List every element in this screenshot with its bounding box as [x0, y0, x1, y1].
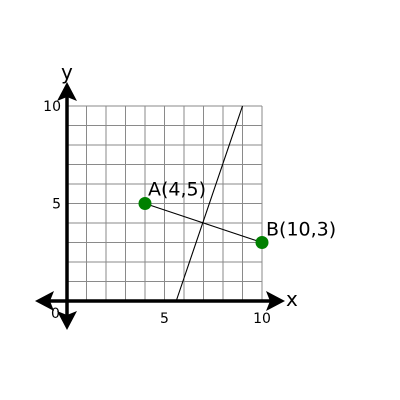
line-segment [175, 105, 244, 302]
y-axis-down-arrow [57, 311, 77, 330]
points: A(4,5) B(10,3) [138, 179, 336, 249]
axis-labels: x y 0 [51, 60, 298, 322]
y-axis-up-arrow [57, 82, 77, 101]
point-marker [138, 197, 152, 210]
x-tick-label: 10 [253, 311, 271, 327]
tick-labels: 5 10 5 10 [43, 99, 271, 327]
axes [35, 82, 285, 330]
point-label: B(10,3) [266, 219, 336, 241]
line-segment [144, 202, 263, 244]
origin-tick-label: 0 [51, 306, 60, 322]
x-tick-label: 5 [160, 311, 169, 327]
y-axis-name: y [61, 60, 73, 84]
line-segments [144, 105, 263, 302]
x-axis-left-arrow [35, 291, 54, 311]
y-tick-label: 10 [43, 99, 61, 115]
point-marker [255, 236, 269, 249]
x-axis-right-arrow [266, 291, 285, 311]
point-label: A(4,5) [148, 179, 206, 201]
x-axis-name: x [286, 287, 298, 311]
y-tick-label: 5 [52, 197, 61, 213]
